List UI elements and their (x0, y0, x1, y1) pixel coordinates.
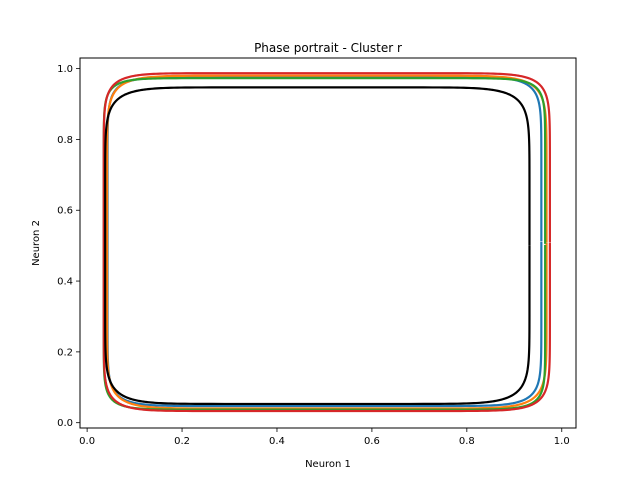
y-tick-label: 1.0 (57, 64, 73, 75)
y-tick-label: 0.4 (57, 277, 73, 288)
x-tick-label: 0.0 (79, 436, 95, 447)
plot-area (102, 72, 551, 413)
y-axis-label: Neuron 2 (31, 220, 42, 266)
x-axis-label: Neuron 1 (305, 459, 351, 470)
series-line-5 (104, 86, 531, 406)
x-tick-label: 1.0 (554, 436, 570, 447)
x-tick-label: 0.6 (364, 436, 380, 447)
chart-title: Phase portrait - Cluster r (254, 41, 402, 55)
y-tick-label: 0.8 (57, 135, 73, 146)
y-tick-label: 0.6 (57, 206, 73, 217)
axes-frame (79, 57, 577, 429)
series-line-4 (102, 72, 551, 413)
x-axis: 0.0 0.2 0.4 0.6 0.8 1.0 (79, 428, 570, 447)
y-tick-label: 0.0 (57, 418, 73, 429)
x-tick-label: 0.2 (174, 436, 190, 447)
y-tick-label: 0.2 (57, 347, 73, 358)
x-tick-label: 0.8 (459, 436, 475, 447)
y-axis: 0.0 0.2 0.4 0.6 0.8 1.0 (57, 64, 80, 429)
x-tick-label: 0.4 (269, 436, 285, 447)
